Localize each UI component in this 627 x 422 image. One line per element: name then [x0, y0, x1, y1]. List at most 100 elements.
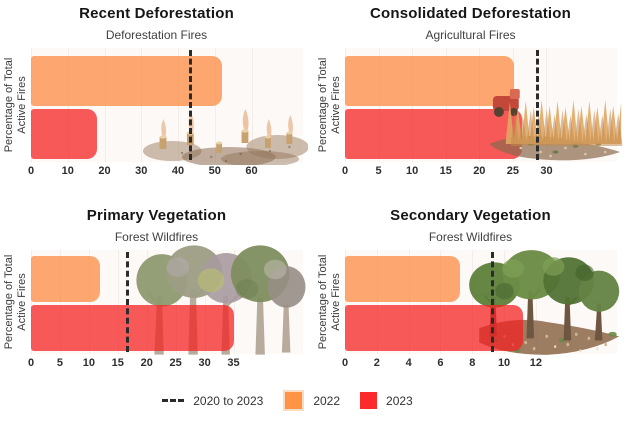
x-axis-ticks: 0 2 4 6 8 10 12	[341, 357, 617, 373]
x-tick-label: 0	[341, 165, 349, 177]
forest-trees-illustration	[136, 245, 306, 355]
x-tick-label: 0	[341, 357, 349, 369]
bar-2022	[345, 56, 515, 106]
x-tick-label: 10	[82, 357, 95, 369]
chart-title: Primary Vegetation	[86, 207, 227, 224]
bar-2023	[345, 305, 524, 351]
gridline	[535, 250, 537, 354]
legend: 2020 to 2023 2022 2023	[0, 390, 601, 411]
gridline	[345, 250, 346, 354]
plot-row: Percentage of Total Active Fires	[314, 48, 627, 162]
legend-label-2022: 2022	[313, 393, 341, 408]
avg-dashed-line	[126, 252, 130, 352]
crops-field-illustration	[488, 89, 623, 161]
chart-secondary-vegetation: Secondary Vegetation Forest Wildfires Pe…	[314, 196, 627, 386]
y-axis-label-line2: Active Fires	[329, 76, 342, 134]
bar-2022	[31, 56, 223, 106]
y-axis-label-line1: Percentage of Total	[2, 254, 15, 350]
legend-label-avg: 2020 to 2023	[193, 393, 264, 408]
gridline	[376, 250, 378, 354]
chart-recent-deforestation: Recent Deforestation Deforestation Fires…	[0, 0, 313, 196]
avg-dashed-line	[491, 252, 495, 352]
x-tick-label: 35	[227, 357, 240, 369]
x-tick-label: 50	[208, 165, 221, 177]
x-tick-label: 2	[373, 357, 380, 369]
chart-title: Recent Deforestation	[79, 5, 234, 22]
x-tick-label: 4	[405, 357, 412, 369]
y-axis-label: Percentage of Total Active Fires	[0, 48, 31, 162]
chart-consolidated-deforestation: Consolidated Deforestation Agricultural …	[314, 0, 627, 196]
x-tick-label: 15	[439, 165, 452, 177]
chart-subtitle: Forest Wildfires	[114, 230, 199, 244]
burned-stumps-illustration	[142, 109, 309, 165]
plot-row: Percentage of Total Active Fires	[0, 48, 313, 165]
chart-subtitle: Agricultural Fires	[425, 28, 516, 42]
x-tick-label: 30	[540, 165, 553, 177]
y-axis-label-line2: Active Fires	[15, 273, 28, 331]
bar-2022	[345, 256, 460, 302]
y-axis-label: Percentage of Total Active Fires	[0, 250, 31, 354]
plot-row: Percentage of Total Active Fires	[0, 245, 313, 355]
x-tick-label: 25	[506, 165, 520, 177]
chart-primary-vegetation: Primary Vegetation Forest Wildfires Perc…	[0, 196, 313, 386]
bar-2023	[31, 305, 234, 351]
gridline	[440, 250, 442, 354]
x-tick-label: 30	[198, 357, 211, 369]
x-tick-label: 40	[171, 165, 185, 177]
plot-row: Percentage of Total Active Fires	[314, 250, 627, 355]
y-axis-label-line2: Active Fires	[329, 273, 342, 331]
plot-area	[345, 48, 623, 162]
gridline	[251, 48, 253, 162]
chart-subtitle: Deforestation Fires	[105, 28, 208, 42]
x-tick-label: 20	[140, 357, 153, 369]
bar-2023	[345, 109, 522, 159]
avg-dashed-line	[189, 50, 193, 160]
gridline	[59, 250, 61, 354]
x-tick-label: 25	[169, 357, 182, 369]
plot-area	[31, 48, 309, 165]
x-axis-ticks: 0 10 20 30 40 50 60	[27, 165, 303, 181]
gridline	[472, 250, 474, 354]
x-tick-label: 5	[56, 357, 63, 369]
x-tick-label: 8	[469, 357, 476, 369]
x-tick-label: 15	[111, 357, 124, 369]
y-axis-label: Percentage of Total Active Fires	[314, 48, 345, 162]
gridline	[408, 250, 410, 354]
legend-swatch-2023	[360, 392, 378, 409]
y-axis-label-line1: Percentage of Total	[316, 57, 329, 153]
gridline	[204, 250, 206, 354]
legend-swatch-2022	[283, 390, 305, 411]
x-tick-label: 20	[98, 165, 111, 177]
y-axis-label-line2: Active Fires	[15, 76, 28, 134]
x-tick-label: 20	[473, 165, 486, 177]
gridline	[88, 250, 90, 354]
gridline	[31, 250, 32, 354]
x-axis-ticks: 0 5 10 15 20 25 30	[341, 165, 617, 181]
chart-title: Secondary Vegetation	[390, 207, 551, 224]
x-tick-label: 10	[406, 165, 419, 177]
x-tick-label: 0	[27, 165, 35, 177]
dashed-line-legend-icon	[162, 399, 185, 402]
x-tick-label: 10	[497, 357, 511, 369]
y-axis-label-line1: Percentage of Total	[2, 57, 15, 153]
gridline	[117, 250, 119, 354]
x-tick-label: 6	[437, 357, 444, 369]
plot-area	[345, 250, 620, 355]
x-tick-label: 0	[27, 357, 35, 369]
y-axis-label: Percentage of Total Active Fires	[314, 250, 345, 354]
legend-label-2023: 2023	[386, 393, 413, 408]
x-tick-label: 30	[135, 165, 148, 177]
x-axis-ticks: 0 5 10 15 20 25 30 35	[27, 357, 303, 373]
bar-2022	[31, 256, 101, 302]
chart-subtitle: Forest Wildfires	[428, 230, 513, 244]
x-tick-label: 10	[61, 165, 74, 177]
bar-2023	[31, 109, 98, 159]
gridline	[546, 48, 548, 162]
chart-title: Consolidated Deforestation	[369, 5, 572, 22]
x-tick-label: 12	[529, 357, 542, 369]
gridline	[146, 250, 148, 354]
avg-dashed-line	[536, 50, 540, 160]
x-tick-label: 5	[375, 165, 382, 177]
plot-area	[31, 245, 306, 355]
